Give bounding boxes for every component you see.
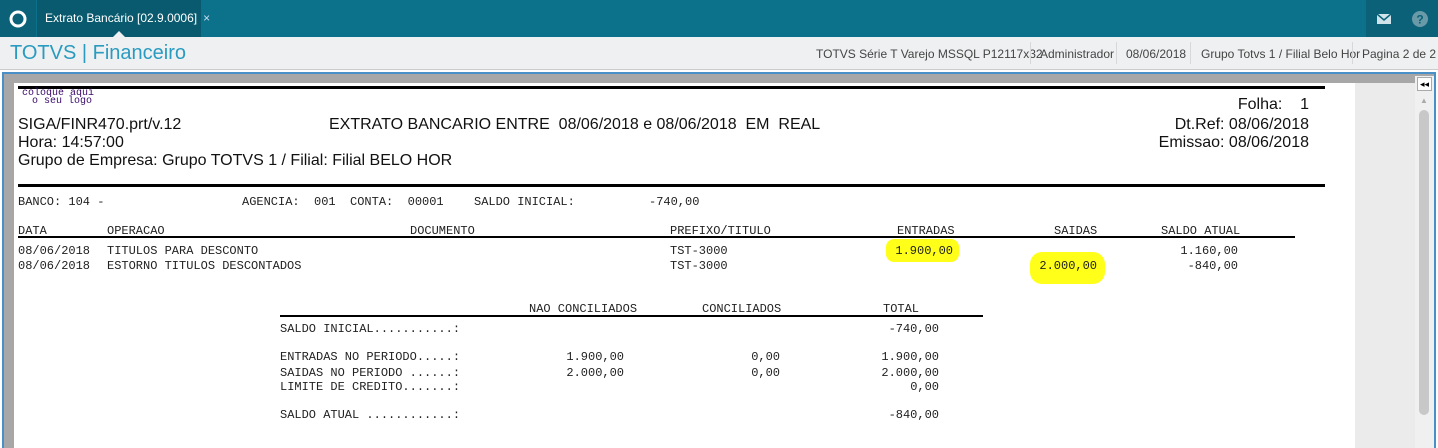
page-info: Pagina 2 de 2 [1362, 47, 1437, 61]
col-documento: DOCUMENTO [410, 224, 475, 238]
col-saldo-atual: SALDO ATUAL [1161, 224, 1241, 238]
top-bar [0, 0, 1438, 37]
sum-total: -740,00 [888, 322, 939, 336]
row-operacao: TITULOS PARA DESCONTO [107, 244, 259, 258]
row-entradas: 1.900,00 [895, 244, 953, 258]
row-prefixo: TST-3000 [670, 259, 728, 273]
scroll-up-icon[interactable]: ▲ [1420, 96, 1428, 105]
sum-total: 2.000,00 [881, 366, 939, 380]
row-saldo: -840,00 [1187, 259, 1238, 273]
branch-info: Grupo Totvs 1 / Filial Belo Hor [1201, 47, 1361, 61]
sum-total: -840,00 [888, 408, 939, 422]
sum-col-conciliados: CONCILIADOS [702, 302, 782, 316]
row-operacao: ESTORNO TITULOS DESCONTADOS [107, 259, 302, 273]
col-operacao: OPERACAO [107, 224, 165, 238]
divider [280, 315, 983, 317]
tab-label: Extrato Bancário [02.9.0006] [45, 11, 198, 25]
sum-label: LIMITE DE CREDITO.......: [280, 380, 461, 394]
grupo-empresa: Grupo de Empresa: Grupo TOTVS 1 / Filial… [18, 152, 453, 169]
tab-extrato-bancario[interactable]: Extrato Bancário [02.9.0006] × [37, 0, 210, 37]
environment-info: TOTVS Série T Varejo MSSQL P12117x32 [816, 47, 1043, 61]
logo-placeholder: coloque aqui o seu logo [22, 88, 95, 107]
user-info: Administrador [1040, 47, 1115, 61]
row-data: 08/06/2018 [18, 259, 91, 273]
divider [1190, 42, 1191, 64]
svg-text:?: ? [1416, 12, 1423, 26]
sum-label: ENTRADAS NO PERIODO.....: [280, 350, 461, 364]
sum-label: SALDO ATUAL ............: [280, 408, 461, 422]
highlight-mark [886, 239, 959, 262]
banco: BANCO: 104 - [18, 195, 105, 209]
highlight-mark [1030, 252, 1105, 284]
dt-ref: Dt.Ref: 08/06/2018 [1174, 116, 1309, 133]
divider [18, 86, 1325, 89]
folha: Folha: 1 [1237, 96, 1309, 113]
side-panel [1355, 83, 1415, 448]
sum-col-nao-conciliados: NAO CONCILIADOS [529, 302, 638, 316]
sum-label: SAIDAS NO PERIODO ......: [280, 366, 461, 380]
row-data: 08/06/2018 [18, 244, 91, 258]
sum-conc: 0,00 [751, 350, 780, 364]
divider [1352, 42, 1353, 64]
sum-col-total: TOTAL [883, 302, 920, 316]
sum-total: 0,00 [910, 380, 939, 394]
saldo-inicial-value: -740,00 [649, 195, 700, 209]
agencia-conta: AGENCIA: 001 CONTA: 00001 [242, 195, 444, 209]
saldo-inicial-label: SALDO INICIAL: [474, 195, 575, 209]
row-saldo: 1.160,00 [1180, 244, 1238, 258]
program-name: SIGA/FINR470.prt/v.12 [18, 116, 182, 133]
emissao: Emissao: 08/06/2018 [1158, 134, 1309, 151]
col-prefixo: PREFIXO/TITULO [670, 224, 771, 238]
divider [1030, 42, 1031, 64]
sum-nao: 1.900,00 [566, 350, 624, 364]
scrollbar[interactable]: ◂◂ ▲ [1415, 76, 1434, 448]
report-page [14, 83, 1355, 448]
row-prefixo: TST-3000 [670, 244, 728, 258]
collapse-icon[interactable]: ◂◂ [1417, 77, 1432, 91]
col-saidas: SAIDAS [1054, 224, 1098, 238]
help-icon[interactable]: ? [1402, 0, 1438, 37]
sum-label: SALDO INICIAL...........: [280, 322, 461, 336]
divider [1116, 42, 1117, 64]
app-title: TOTVS | Financeiro [10, 42, 186, 64]
sum-nao: 2.000,00 [566, 366, 624, 380]
mail-icon[interactable] [1366, 0, 1402, 37]
sum-total: 1.900,00 [881, 350, 939, 364]
hora: Hora: 14:57:00 [18, 134, 124, 151]
report-title: EXTRATO BANCARIO ENTRE 08/06/2018 e 08/0… [329, 116, 821, 133]
totvs-logo-icon[interactable] [0, 0, 36, 37]
col-data: DATA [18, 224, 47, 238]
sum-conc: 0,00 [751, 366, 780, 380]
sub-header [0, 37, 1438, 70]
close-icon[interactable]: × [203, 11, 211, 25]
divider [18, 236, 1295, 238]
divider [18, 184, 1325, 187]
col-entradas: ENTRADAS [897, 224, 955, 238]
row-saidas: 2.000,00 [1039, 259, 1097, 273]
date-info: 08/06/2018 [1126, 47, 1187, 61]
scrollbar-thumb[interactable] [1419, 110, 1429, 415]
